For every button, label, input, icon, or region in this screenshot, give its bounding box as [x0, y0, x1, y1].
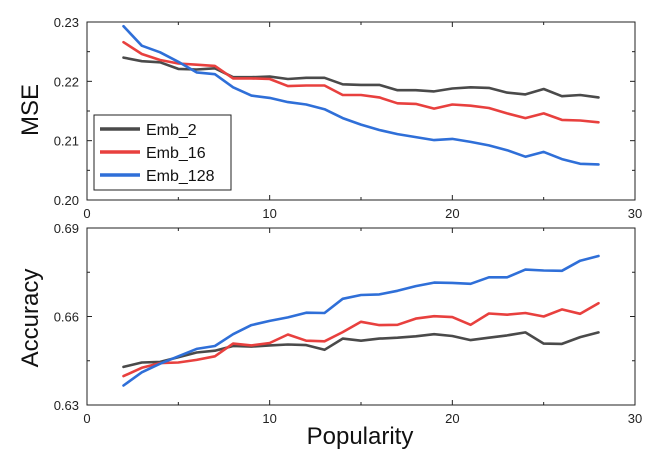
accuracy-y-tick-label: 0.63	[54, 398, 79, 413]
legend-label-emb-2: Emb_2	[146, 122, 197, 139]
accuracy-x-tick-label: 0	[83, 411, 90, 426]
mse-y-tick-label: 0.23	[54, 15, 79, 30]
legend-label-emb-128: Emb_128	[146, 168, 215, 185]
mse-y-axis-label: MSE	[17, 84, 44, 136]
legend: Emb_2 Emb_16 Emb_128	[93, 114, 232, 191]
mse-series-emb-128	[122, 24, 600, 166]
accuracy-y-tick-label: 0.69	[54, 221, 79, 236]
mse-y-tick-label: 0.22	[54, 74, 79, 89]
accuracy-x-tick-label: 20	[445, 411, 459, 426]
accuracy-y-axis-label: Accuracy	[17, 269, 44, 368]
accuracy-panel: Accuracy Popularity 0 10 20 30 0.63 0.66 0.69	[17, 221, 642, 450]
accuracy-x-tick-label: 30	[628, 411, 642, 426]
mse-x-tick-label: 0	[83, 206, 90, 221]
accuracy-y-tick-label: 0.66	[54, 310, 79, 325]
mse-x-tick-label: 20	[445, 206, 459, 221]
mse-series-emb-16	[122, 40, 600, 124]
mse-y-tick-label: 0.21	[54, 134, 79, 149]
accuracy-series-emb-2	[122, 331, 600, 369]
legend-label-emb-16: Emb_16	[146, 145, 206, 162]
mse-x-tick-label: 10	[262, 206, 276, 221]
mse-series-emb-2	[122, 56, 600, 99]
accuracy-series-emb-128	[122, 254, 600, 387]
mse-x-tick-label: 30	[628, 206, 642, 221]
x-axis-label: Popularity	[307, 423, 414, 450]
mse-panel: MSE 0 10 20 30 0.20 0.21 0.22 0.23	[17, 15, 642, 221]
accuracy-x-tick-label: 10	[262, 411, 276, 426]
accuracy-series-emb-16	[122, 301, 600, 378]
mse-y-tick-label: 0.20	[54, 193, 79, 208]
